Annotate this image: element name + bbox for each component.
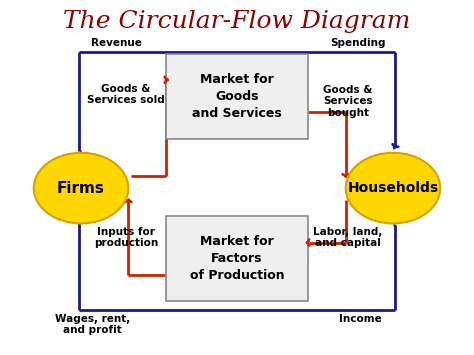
Text: Goods &
Services
bought: Goods & Services bought [323,85,373,118]
FancyBboxPatch shape [166,217,308,301]
FancyBboxPatch shape [166,54,308,138]
Text: Market for
Factors
of Production: Market for Factors of Production [190,235,284,282]
Text: Goods &
Services sold: Goods & Services sold [87,83,165,105]
Text: Wages, rent,
and profit: Wages, rent, and profit [55,313,130,335]
Text: Households: Households [347,181,438,195]
Text: Firms: Firms [57,181,105,196]
Text: Labor, land,
and capital: Labor, land, and capital [313,227,383,248]
Text: The Circular-Flow Diagram: The Circular-Flow Diagram [64,10,410,33]
Text: Inputs for
production: Inputs for production [94,227,158,248]
Circle shape [34,153,128,223]
Text: Revenue: Revenue [91,38,142,48]
Text: Spending: Spending [330,38,385,48]
Text: Income: Income [338,313,381,324]
Circle shape [346,153,440,223]
Text: Market for
Goods
and Services: Market for Goods and Services [192,73,282,120]
